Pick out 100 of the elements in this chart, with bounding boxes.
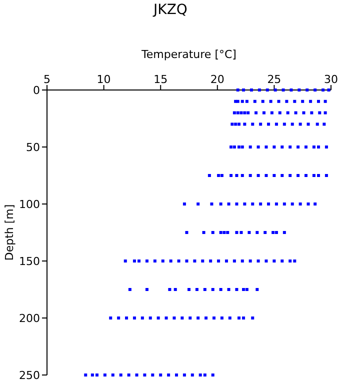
point — [167, 374, 170, 376]
point — [274, 231, 278, 234]
point — [234, 122, 238, 126]
point — [95, 374, 98, 376]
point — [145, 260, 148, 262]
point — [224, 260, 228, 262]
point — [203, 374, 206, 376]
point — [235, 288, 238, 291]
point — [220, 316, 224, 320]
point — [168, 288, 172, 291]
x-tick-label: 30 — [324, 73, 338, 86]
point — [312, 174, 316, 177]
point — [240, 100, 244, 103]
point — [312, 146, 316, 148]
point — [296, 174, 300, 177]
point — [185, 231, 188, 234]
point — [196, 316, 200, 320]
point — [264, 174, 268, 177]
point — [203, 288, 206, 291]
point — [212, 316, 216, 320]
point — [211, 231, 214, 234]
point — [161, 260, 164, 262]
point — [227, 288, 230, 291]
point — [317, 174, 320, 177]
point — [111, 374, 114, 376]
point — [217, 260, 220, 262]
point — [232, 260, 236, 262]
point — [282, 202, 286, 206]
point — [290, 88, 293, 92]
x-axis-title: Temperature [°C] — [140, 48, 236, 61]
point — [267, 122, 270, 126]
point — [324, 111, 327, 114]
point — [314, 88, 317, 92]
point — [135, 374, 138, 376]
point — [84, 374, 88, 376]
point — [190, 374, 194, 376]
point — [124, 260, 127, 262]
point — [248, 260, 252, 262]
point — [309, 100, 312, 103]
point — [250, 88, 253, 92]
point — [304, 146, 308, 148]
point — [285, 100, 288, 103]
point — [143, 374, 146, 376]
point — [306, 122, 310, 126]
point — [280, 260, 284, 262]
point — [156, 316, 160, 320]
point — [324, 146, 328, 148]
point — [240, 231, 243, 234]
point — [318, 111, 322, 114]
point — [193, 260, 196, 262]
point — [103, 374, 106, 376]
point — [220, 174, 224, 177]
point — [204, 316, 208, 320]
point — [219, 231, 222, 234]
point — [298, 88, 301, 92]
point — [243, 202, 246, 206]
point — [306, 88, 309, 92]
point — [198, 374, 202, 376]
point — [272, 174, 276, 177]
point — [266, 88, 269, 92]
point — [243, 111, 246, 114]
point — [274, 88, 277, 92]
point — [302, 111, 306, 114]
point — [262, 111, 266, 114]
point — [201, 260, 204, 262]
y-tick-label: 250 — [19, 368, 40, 382]
point — [159, 374, 162, 376]
point — [237, 316, 240, 320]
point — [127, 374, 130, 376]
point — [235, 202, 238, 206]
point — [211, 288, 214, 291]
point — [240, 260, 244, 262]
point — [240, 111, 243, 114]
y-tick-label: 0 — [33, 84, 40, 97]
point — [256, 260, 260, 262]
point — [240, 174, 244, 177]
point — [322, 122, 326, 126]
point — [153, 260, 156, 262]
point — [138, 260, 141, 262]
point — [164, 316, 168, 320]
point — [90, 374, 94, 376]
point — [175, 374, 178, 376]
point — [219, 288, 222, 291]
point — [290, 122, 294, 126]
point — [245, 100, 248, 103]
point — [182, 202, 186, 206]
point — [196, 202, 200, 206]
point — [269, 100, 272, 103]
point — [140, 316, 144, 320]
point — [272, 260, 276, 262]
point — [293, 100, 296, 103]
point — [274, 122, 278, 126]
point — [230, 174, 233, 177]
point — [240, 146, 244, 148]
point — [288, 146, 292, 148]
point — [172, 316, 176, 320]
point — [132, 260, 136, 262]
point — [145, 288, 148, 291]
point — [256, 288, 259, 291]
point — [304, 174, 308, 177]
